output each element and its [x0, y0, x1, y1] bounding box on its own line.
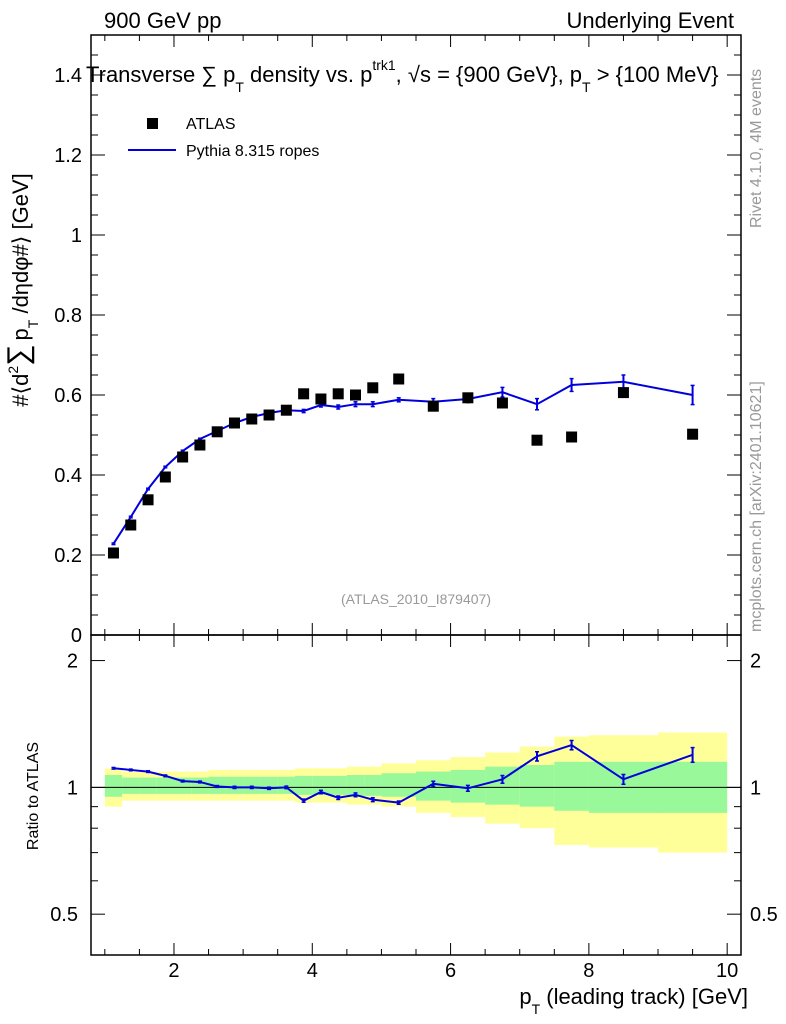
atlas-data-point: [159, 471, 171, 483]
ratio-y-tick-label-right: 0.5: [750, 904, 778, 926]
chart-title: Transverse ∑ pT density vs. ptrk1, √s = …: [86, 57, 718, 95]
y-tick-label: 0.6: [54, 385, 82, 407]
atlas-data-point: [228, 417, 240, 429]
x-tick-label: 2: [168, 960, 179, 982]
atlas-data-point: [617, 387, 629, 399]
ratio-band-inner: [519, 765, 555, 807]
ratio-band-inner: [122, 777, 140, 794]
atlas-data-point: [393, 373, 405, 385]
atlas-data-point: [367, 382, 379, 394]
ratio-band-inner: [364, 774, 382, 796]
atlas-data-point: [332, 388, 344, 400]
ratio-band-inner: [294, 775, 313, 795]
ratio-band-inner: [381, 773, 416, 797]
x-axis-label: pT (leading track) [GeV]: [519, 984, 748, 1017]
ratio-y-tick-label-right: 1: [750, 777, 761, 799]
atlas-data-point: [566, 431, 578, 443]
x-tick-label: 6: [445, 960, 456, 982]
atlas-data-point: [280, 404, 292, 416]
atlas-data-point: [246, 413, 258, 425]
ratio-line: [113, 743, 693, 804]
ratio-band-inner: [346, 774, 365, 796]
ratio-band-inner: [104, 774, 123, 797]
y-tick-label: 1: [71, 225, 82, 247]
y-tick-label: 1.2: [54, 145, 82, 167]
header-left: 900 GeV pp: [104, 8, 222, 33]
legend: ATLAS Pythia 8.315 ropes: [128, 116, 319, 160]
legend-atlas-marker: [147, 118, 158, 129]
legend-atlas-label: ATLAS: [186, 116, 236, 133]
ratio-band-inner: [312, 775, 330, 795]
ratio-band-inner: [329, 775, 347, 795]
ratio-y-tick-label: 0.5: [50, 904, 78, 926]
ratio-band-inner: [260, 776, 278, 794]
atlas-data-point: [496, 397, 508, 409]
atlas-data-point: [462, 392, 474, 404]
y-tick-label: 0: [71, 625, 82, 647]
x-tick-label: 4: [307, 960, 318, 982]
ratio-band-inner: [485, 766, 520, 805]
header-right: Underlying Event: [566, 8, 734, 33]
atlas-data-point: [687, 428, 699, 440]
atlas-data-point: [531, 434, 543, 446]
atlas-data-point: [263, 409, 275, 421]
atlas-data-point: [427, 400, 439, 412]
atlas-data-point: [315, 393, 327, 405]
ratio-band-inner: [225, 776, 244, 794]
atlas-data-point: [107, 547, 119, 559]
ratio-y-tick-label-right: 2: [750, 651, 761, 673]
atlas-data-point: [142, 494, 154, 506]
y-tick-label: 0.2: [54, 545, 82, 567]
ratio-band-inner: [554, 761, 589, 811]
ratio-y-axis-label: Ratio to ATLAS: [25, 742, 42, 850]
y-tick-label: 0.4: [54, 465, 82, 487]
ratio-band-inner: [243, 776, 261, 794]
x-tick-label: 10: [716, 960, 738, 982]
ratio-band-inner: [191, 777, 209, 794]
x-tick-label: 8: [583, 960, 594, 982]
atlas-data-point: [211, 426, 223, 438]
y-tick-label: 0.8: [54, 305, 82, 327]
pythia-line: [112, 380, 693, 545]
y-tick-label: 1.4: [54, 65, 82, 87]
atlas-data-point: [125, 519, 137, 531]
ratio-band-inner: [156, 777, 174, 794]
atlas-data-point: [194, 439, 206, 451]
ratio-y-tick-label: 1: [67, 777, 78, 799]
legend-pythia-label: Pythia 8.315 ropes: [186, 143, 319, 160]
ratio-band-inner: [139, 777, 157, 794]
atlas-data-point: [177, 451, 189, 463]
y-axis-label: #⟨d2∑pT /dηdφ#⟩ [GeV]: [2, 173, 41, 406]
watermark: (ATLAS_2010_I879407): [341, 591, 491, 607]
atlas-data-point: [298, 388, 310, 400]
ratio-y-tick-label: 2: [67, 651, 78, 673]
atlas-data-point: [349, 389, 361, 401]
